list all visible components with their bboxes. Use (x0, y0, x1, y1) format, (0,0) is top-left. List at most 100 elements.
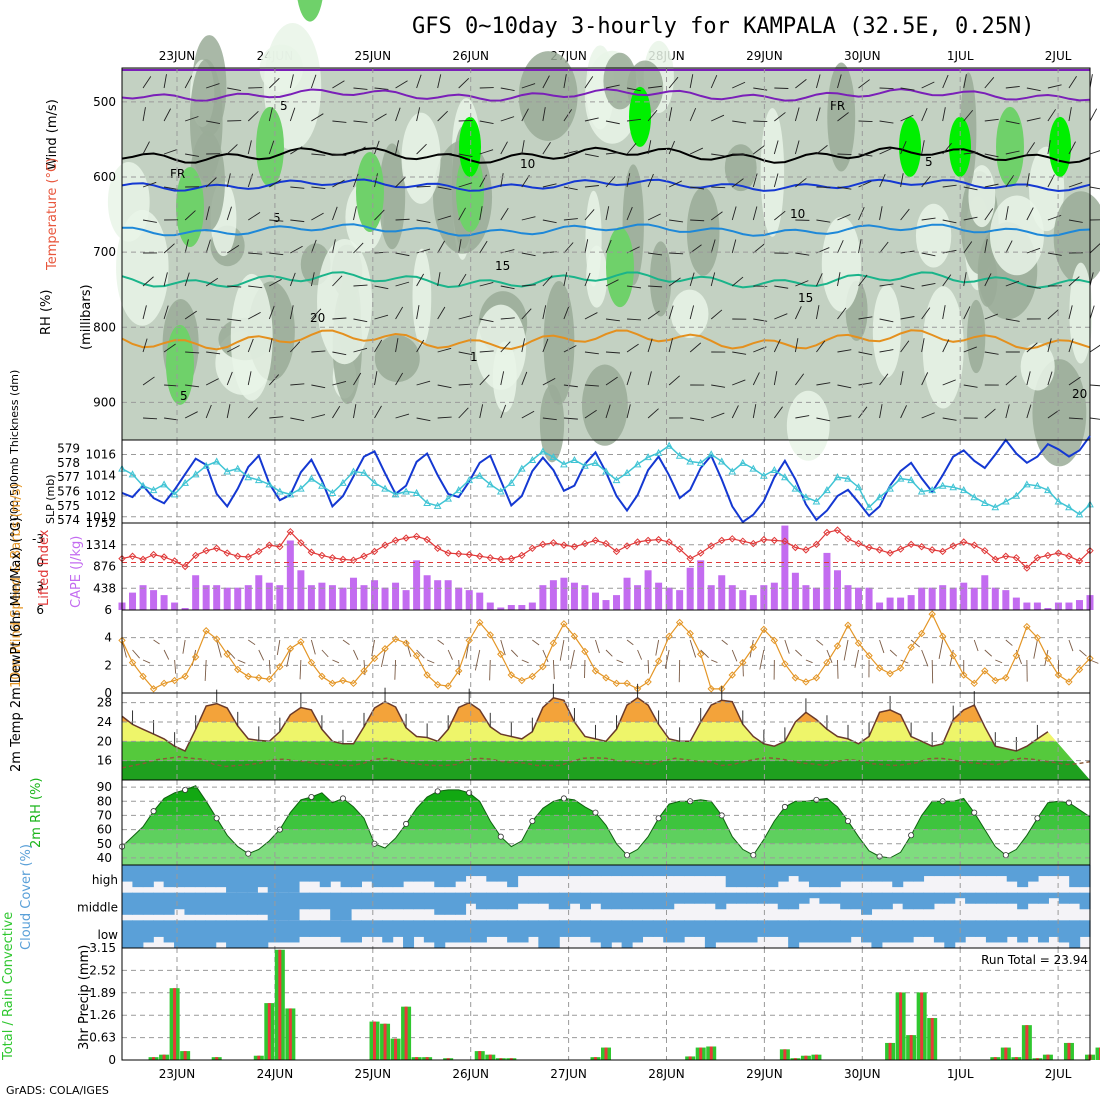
cloud-cell (965, 892, 977, 904)
cloud-cell (673, 865, 685, 877)
thickness-marker (233, 464, 242, 472)
li-marker (728, 535, 736, 543)
wind-barb (816, 340, 826, 353)
wind-barb (731, 178, 744, 188)
cape-bar (318, 582, 326, 610)
cloud-cell (319, 892, 331, 910)
li-marker (412, 532, 421, 541)
cape-bar (139, 585, 147, 610)
wind10m-marker (286, 645, 295, 653)
rh2m-tick: 40 (97, 851, 112, 865)
wind-barb (858, 274, 868, 287)
wind10m-marker (802, 678, 810, 686)
cloud-cell (777, 865, 789, 882)
cloud-cell (257, 892, 269, 915)
wind-barb (984, 313, 999, 320)
cloud-cell (996, 920, 1008, 943)
precip-convective-bar (215, 1057, 219, 1060)
date-label-top: 2JUL (1045, 49, 1072, 63)
wind-barb (794, 140, 800, 155)
precip-convective-bar (930, 1018, 934, 1060)
wind-barb (395, 338, 399, 353)
li-marker (549, 539, 558, 547)
wind-barb (921, 217, 936, 221)
wind-barb (1026, 342, 1038, 353)
wind-barb (627, 318, 642, 321)
wind-barb (879, 120, 894, 124)
li-marker (497, 555, 505, 564)
cloud-cell (725, 865, 737, 888)
cloud-cell (632, 865, 644, 877)
wind10m-marker (739, 658, 747, 667)
wind-barb (963, 74, 967, 89)
cloud-cell (767, 892, 779, 904)
ylabel-cape: CAPE (J/kg) (69, 536, 84, 608)
wind-barb (690, 417, 705, 421)
wind10m-barb (984, 649, 993, 657)
wind-barb (879, 87, 894, 90)
wind10m-marker (1065, 678, 1073, 686)
cloud-cell (840, 920, 852, 943)
wind-barb (142, 305, 147, 320)
wind-barb (416, 248, 431, 254)
li-marker (223, 549, 231, 557)
cape-bar (307, 585, 315, 610)
thickness-marker (865, 503, 873, 511)
slp-axis-titles: 1000-500mb Thickness (dm) SLP (mb) (8, 370, 57, 528)
wind-barb (921, 372, 929, 386)
wind-barb (374, 209, 385, 221)
cloud-cell (184, 920, 196, 948)
cloud-cell (756, 892, 768, 904)
slp-tick: 1012 (85, 489, 116, 503)
wind10m-marker (212, 635, 221, 643)
wind10m-marker (433, 680, 442, 689)
cloud-cell (507, 892, 519, 910)
cloud-cell (1017, 865, 1029, 888)
wind10m-barb (510, 649, 519, 657)
cloud-cell (246, 920, 258, 948)
wind10m-barb (248, 639, 256, 646)
wind10m-marker (170, 676, 179, 685)
wind10m-marker (928, 610, 936, 618)
wind-barb (268, 107, 273, 122)
cape-bar (328, 585, 336, 610)
rh2m-marker (971, 809, 978, 816)
wind-barb (437, 74, 442, 89)
cloud-cell (1058, 865, 1070, 877)
cloud-cell (1017, 920, 1029, 943)
wind-barb (479, 350, 494, 353)
cloud-cell (507, 865, 519, 888)
wind-barb (353, 206, 357, 221)
thickness-marker (728, 467, 737, 475)
cloud-cell (475, 865, 487, 877)
wind10m-marker (318, 672, 326, 681)
wind-barb (521, 108, 529, 122)
ylabel-wind10m: 10m Wind Speed & Barbs (m/s) (9, 483, 24, 688)
wind-barb (142, 107, 146, 122)
wind-barb (773, 140, 779, 155)
thickness-marker (970, 493, 979, 501)
temperature-isoline (121, 88, 1091, 102)
wind-barb (290, 417, 305, 422)
pressure-tick: 500 (93, 95, 116, 109)
cape-bar (623, 577, 631, 610)
wind10m-barb (353, 649, 359, 661)
wind-barb (858, 153, 873, 157)
cloud-cell (548, 865, 560, 877)
cape-bar (1044, 608, 1052, 610)
wind-barb (837, 384, 852, 389)
li-marker (812, 540, 821, 549)
ylabel-li: Lifted Index (37, 529, 52, 606)
cloud-cell (736, 865, 748, 888)
wind-barb (332, 153, 347, 156)
wind-barb (1005, 318, 1020, 322)
thickness-marker (675, 451, 684, 459)
temp-tick: 28 (97, 696, 112, 710)
cloud-cell (340, 920, 352, 943)
wind-barb (142, 181, 157, 188)
cape-bar (265, 582, 273, 610)
wind10m-marker (255, 674, 263, 682)
wind10m-barb (626, 639, 634, 646)
wind-barb (416, 417, 431, 422)
li-marker (139, 555, 147, 564)
